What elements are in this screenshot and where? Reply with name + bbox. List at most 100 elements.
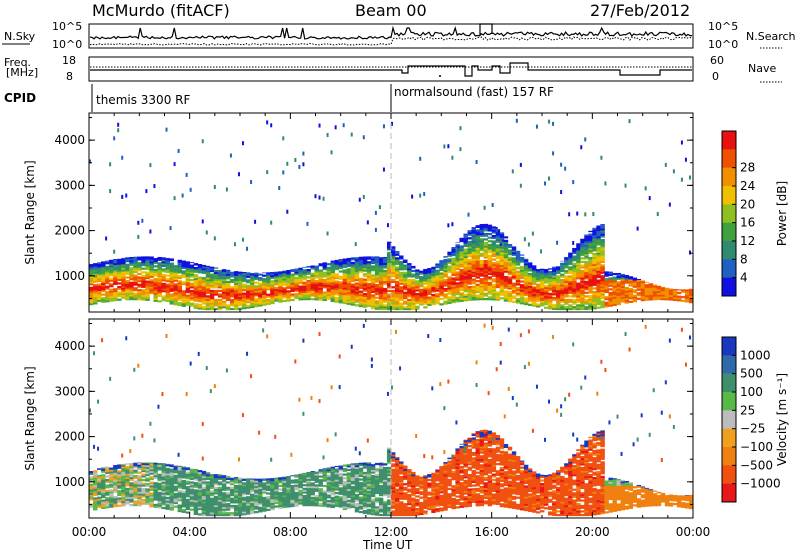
heatmap-cell: [515, 299, 521, 302]
heatmap-cell: [483, 265, 489, 268]
heatmap-cell: [173, 279, 178, 282]
heatmap-cell: [519, 254, 525, 256]
heatmap-cell: [165, 283, 170, 286]
heatmap-cell: [258, 293, 263, 296]
heatmap-cell: [395, 266, 400, 269]
heatmap-cell: [499, 239, 502, 244]
heatmap-cell: [596, 303, 601, 306]
heatmap-cell: [101, 499, 106, 502]
heatmap-cell: [548, 278, 553, 281]
heatmap-cell: [455, 271, 460, 274]
heatmap-cell: [684, 291, 690, 294]
heatmap-cell: [531, 300, 537, 304]
heatmap-cell: [487, 265, 493, 268]
heatmap-cell: [451, 272, 456, 275]
heatmap-cell: [483, 245, 489, 248]
heatmap-cell: [129, 494, 134, 498]
heatmap-cell: [225, 495, 231, 499]
heatmap-cell: [362, 294, 368, 298]
heatmap-cell: [217, 475, 223, 479]
heatmap-cell: [531, 270, 537, 273]
heatmap-cell: [177, 303, 183, 307]
heatmap-cell: [258, 478, 263, 480]
heatmap-cell: [350, 267, 356, 270]
heatmap-cell: [306, 285, 311, 288]
heatmap-cell: [302, 487, 307, 490]
heatmap-cell: [334, 502, 340, 506]
heatmap-cell: [125, 280, 130, 283]
heatmap-cell: [330, 487, 336, 490]
heatmap-cell: [382, 266, 388, 269]
heatmap-cell: [217, 481, 223, 484]
heatmap-cell: [282, 272, 287, 275]
heatmap-cell: [403, 271, 408, 274]
heatmap-cell: [237, 502, 243, 505]
heatmap-cell: [495, 237, 501, 240]
heatmap-cell: [391, 246, 396, 249]
heatmap-cell: [391, 262, 396, 265]
heatmap-cell: [217, 295, 223, 298]
heatmap-cell: [217, 474, 223, 477]
heatmap-cell: [221, 302, 227, 305]
heatmap-cell: [463, 261, 468, 264]
heatmap-cell: [519, 298, 525, 301]
heatmap-cell: [435, 266, 440, 269]
heatmap-cell: [121, 280, 126, 283]
heatmap-cell: [185, 263, 191, 267]
heatmap-cell: [435, 296, 440, 299]
heatmap-cell: [612, 300, 617, 303]
heatmap-cell: [221, 512, 227, 515]
heatmap-cell: [153, 465, 158, 469]
heatmap-cell: [129, 475, 134, 478]
heatmap-cell: [149, 421, 152, 426]
heatmap-cell: [274, 271, 279, 273]
heatmap-cell: [386, 253, 392, 256]
heatmap-cell: [495, 262, 501, 265]
heatmap-cell: [209, 503, 215, 506]
heatmap-cell: [483, 274, 489, 277]
heatmap-cell: [298, 498, 303, 501]
heatmap-cell: [322, 472, 327, 475]
heatmap-cell: [423, 277, 428, 280]
heatmap-cell: [411, 266, 416, 269]
heatmap-cell: [201, 286, 207, 289]
heatmap-cell: [290, 492, 295, 495]
heatmap-cell: [668, 202, 671, 207]
heatmap-cell: [491, 262, 497, 265]
heatmap-cell: [338, 489, 344, 492]
heatmap-cell: [588, 264, 593, 267]
heatmap-cell: [471, 231, 476, 234]
heatmap-cell: [189, 475, 195, 479]
heatmap-cell: [362, 264, 368, 267]
heatmap-cell: [395, 300, 400, 303]
heatmap-cell: [527, 289, 533, 292]
heatmap-cell: [185, 506, 191, 509]
heatmap-cell: [177, 506, 183, 509]
heatmap-cell: [350, 294, 356, 297]
heatmap-cell: [201, 474, 207, 477]
heatmap-cell: [137, 502, 142, 505]
heatmap-cell: [169, 464, 174, 466]
heatmap-cell: [149, 481, 154, 484]
heatmap-cell: [592, 305, 597, 308]
heatmap-cell: [290, 273, 295, 276]
heatmap-cell: [306, 475, 311, 478]
heatmap-cell: [326, 467, 331, 470]
heatmap-cell: [564, 256, 569, 258]
heatmap-cell: [346, 477, 352, 481]
heatmap-cell: [258, 297, 263, 300]
heatmap-cell: [181, 299, 187, 302]
heatmap-cell: [213, 271, 219, 274]
heatmap-cell: [302, 500, 307, 503]
heatmap-cell: [270, 272, 275, 274]
heatmap-cell: [217, 501, 223, 504]
heatmap-cell: [157, 273, 162, 276]
heatmap-cell: [250, 300, 255, 303]
heatmap-cell: [346, 479, 352, 482]
heatmap-cell: [229, 499, 235, 502]
heatmap-cell: [415, 280, 420, 283]
heatmap-cell: [109, 485, 114, 488]
heatmap-cell: [564, 275, 569, 278]
heatmap-cell: [221, 486, 227, 489]
